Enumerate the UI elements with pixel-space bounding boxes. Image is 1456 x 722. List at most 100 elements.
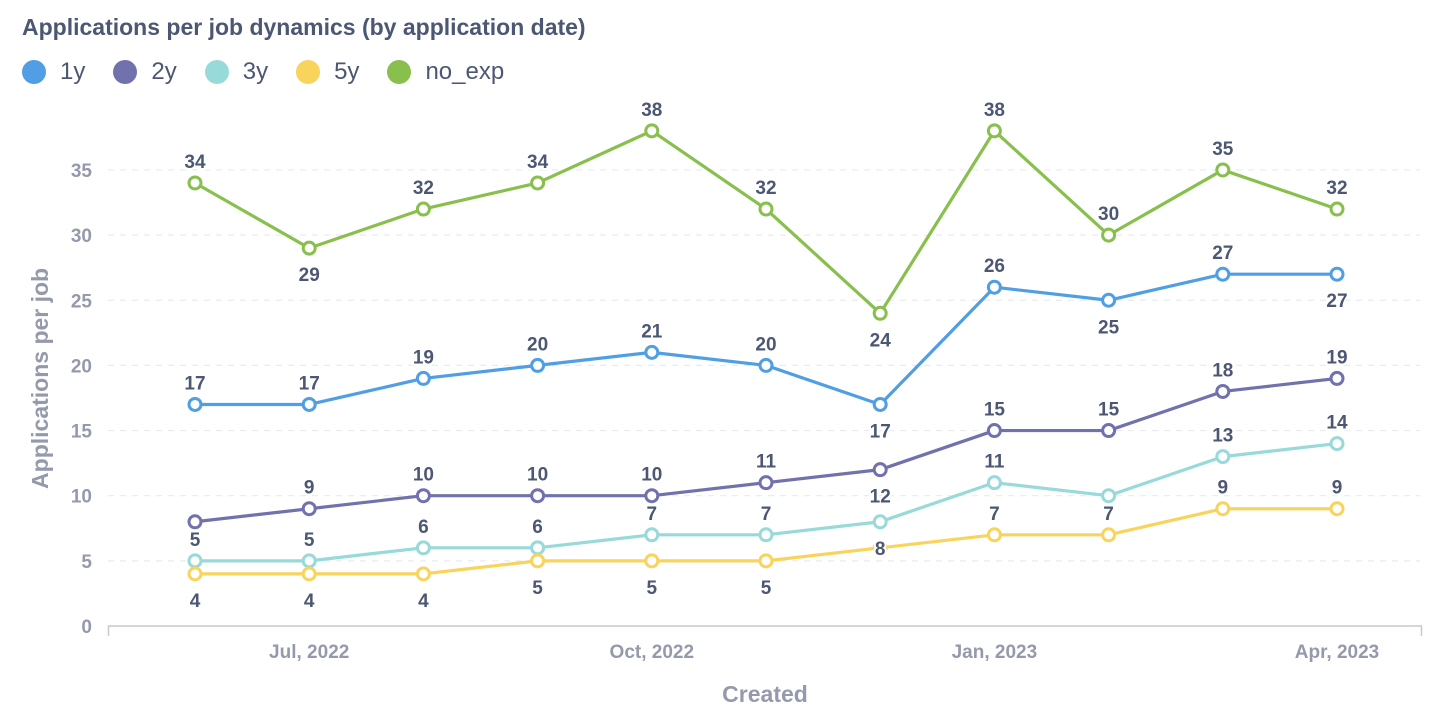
data-point-1y [986,279,1002,295]
data-point-1y [415,370,431,386]
data-label-3y: 7 [647,504,658,525]
y-tick-label: 15 [71,422,93,443]
data-label-2y: 10 [527,465,548,486]
data-label-5y: 9 [1218,478,1229,499]
data-label-no_exp: 34 [184,152,206,173]
data-point-no_exp [1329,201,1345,217]
data-point-2y [530,488,546,504]
data-label-5y: 7 [1103,504,1114,525]
legend-label: 2y [151,58,177,85]
data-label-3y: 6 [532,517,543,538]
data-point-no_exp [986,123,1002,139]
data-point-1y [758,357,774,373]
legend-swatch [204,60,229,84]
data-label-2y: 12 [870,487,891,508]
data-label-no_exp: 24 [870,330,892,351]
data-point-no_exp [1101,227,1117,243]
data-point-no_exp [530,175,546,191]
data-point-2y [1215,383,1231,399]
data-point-5y [1101,527,1117,543]
chart-title: Applications per job dynamics (by applic… [22,14,586,40]
y-tick-label: 10 [71,487,92,508]
data-point-no_exp [301,240,317,256]
series-3y [187,436,1345,569]
legend-label: 3y [242,58,269,85]
data-label-2y: 9 [304,478,315,499]
y-axis-title: Applications per job [27,268,53,489]
y-tick-label: 5 [81,552,92,573]
data-point-1y [1329,266,1345,282]
data-label-1y: 20 [755,334,776,355]
y-tick-label: 30 [71,226,92,247]
data-label-1y: 25 [1098,317,1120,338]
data-label-no_exp: 32 [1326,178,1347,199]
data-point-2y [301,501,317,517]
data-label-no_exp: 38 [984,100,1005,121]
legend-item-3y[interactable]: 3y [204,58,269,86]
data-point-5y [301,566,317,582]
data-point-1y [1215,266,1231,282]
data-label-1y: 19 [413,347,434,368]
x-tick-label: Jan, 2023 [952,642,1038,663]
gridlines: 0 5 10 15 20 25 30 35 [71,161,1420,638]
legend-item-no_exp[interactable]: no_exp [387,58,504,86]
y-tick-label: 20 [71,356,92,377]
data-label-5y: 7 [989,504,1000,525]
legend-item-5y[interactable]: 5y [296,58,359,86]
data-label-5y: 4 [418,591,429,612]
legend-item-1y[interactable]: 1y [22,58,85,86]
data-label-no_exp: 35 [1212,139,1234,160]
data-label-2y: 10 [413,465,434,486]
legend-swatch [113,60,138,84]
data-point-3y [530,540,546,556]
data-label-1y: 17 [184,373,205,394]
data-label-1y: 27 [1212,243,1233,264]
data-point-3y [644,527,660,543]
data-point-no_exp [1215,162,1231,178]
data-label-no_exp: 38 [641,100,662,121]
series-5y [187,501,1345,582]
data-point-1y [644,344,660,360]
data-point-1y [530,357,546,373]
legend-item-2y[interactable]: 2y [113,58,177,86]
data-point-2y [758,475,774,491]
data-label-no_exp: 32 [755,178,776,199]
data-label-3y: 14 [1326,413,1348,434]
y-tick-label: 35 [71,161,93,182]
data-point-3y [758,527,774,543]
legend-swatch [296,60,321,84]
data-point-2y [644,488,660,504]
data-label-5y: 5 [647,578,658,599]
data-point-3y [1329,436,1345,452]
x-axis: Jul, 2022 Oct, 2022 Jan, 2023 Apr, 2023 [107,625,1423,663]
data-label-5y: 9 [1332,478,1343,499]
data-label-1y: 26 [984,256,1005,277]
data-point-5y [530,553,546,569]
data-label-2y: 15 [984,400,1006,421]
data-label-no_exp: 32 [413,178,434,199]
data-point-3y [187,553,203,569]
data-point-3y [301,553,317,569]
data-point-5y [986,527,1002,543]
data-point-no_exp [872,305,888,321]
legend-swatch [387,60,412,84]
data-label-2y: 18 [1212,360,1233,381]
data-label-1y: 27 [1326,291,1347,312]
data-label-2y: 10 [641,465,662,486]
data-label-2y: 19 [1326,347,1347,368]
series-1y [187,266,1345,412]
x-tick-label: Apr, 2023 [1295,642,1380,663]
data-point-no_exp [187,175,203,191]
data-point-5y [872,540,888,556]
data-label-2y: 11 [756,452,777,473]
x-axis-title: Created [722,681,808,707]
data-label-2y: 15 [1098,400,1120,421]
data-point-2y [986,423,1002,439]
data-point-no_exp [644,123,660,139]
data-label-1y: 17 [299,373,320,394]
data-point-3y [1101,488,1117,504]
data-label-1y: 17 [870,421,891,442]
data-point-2y [1101,423,1117,439]
series-no_exp [187,123,1345,321]
